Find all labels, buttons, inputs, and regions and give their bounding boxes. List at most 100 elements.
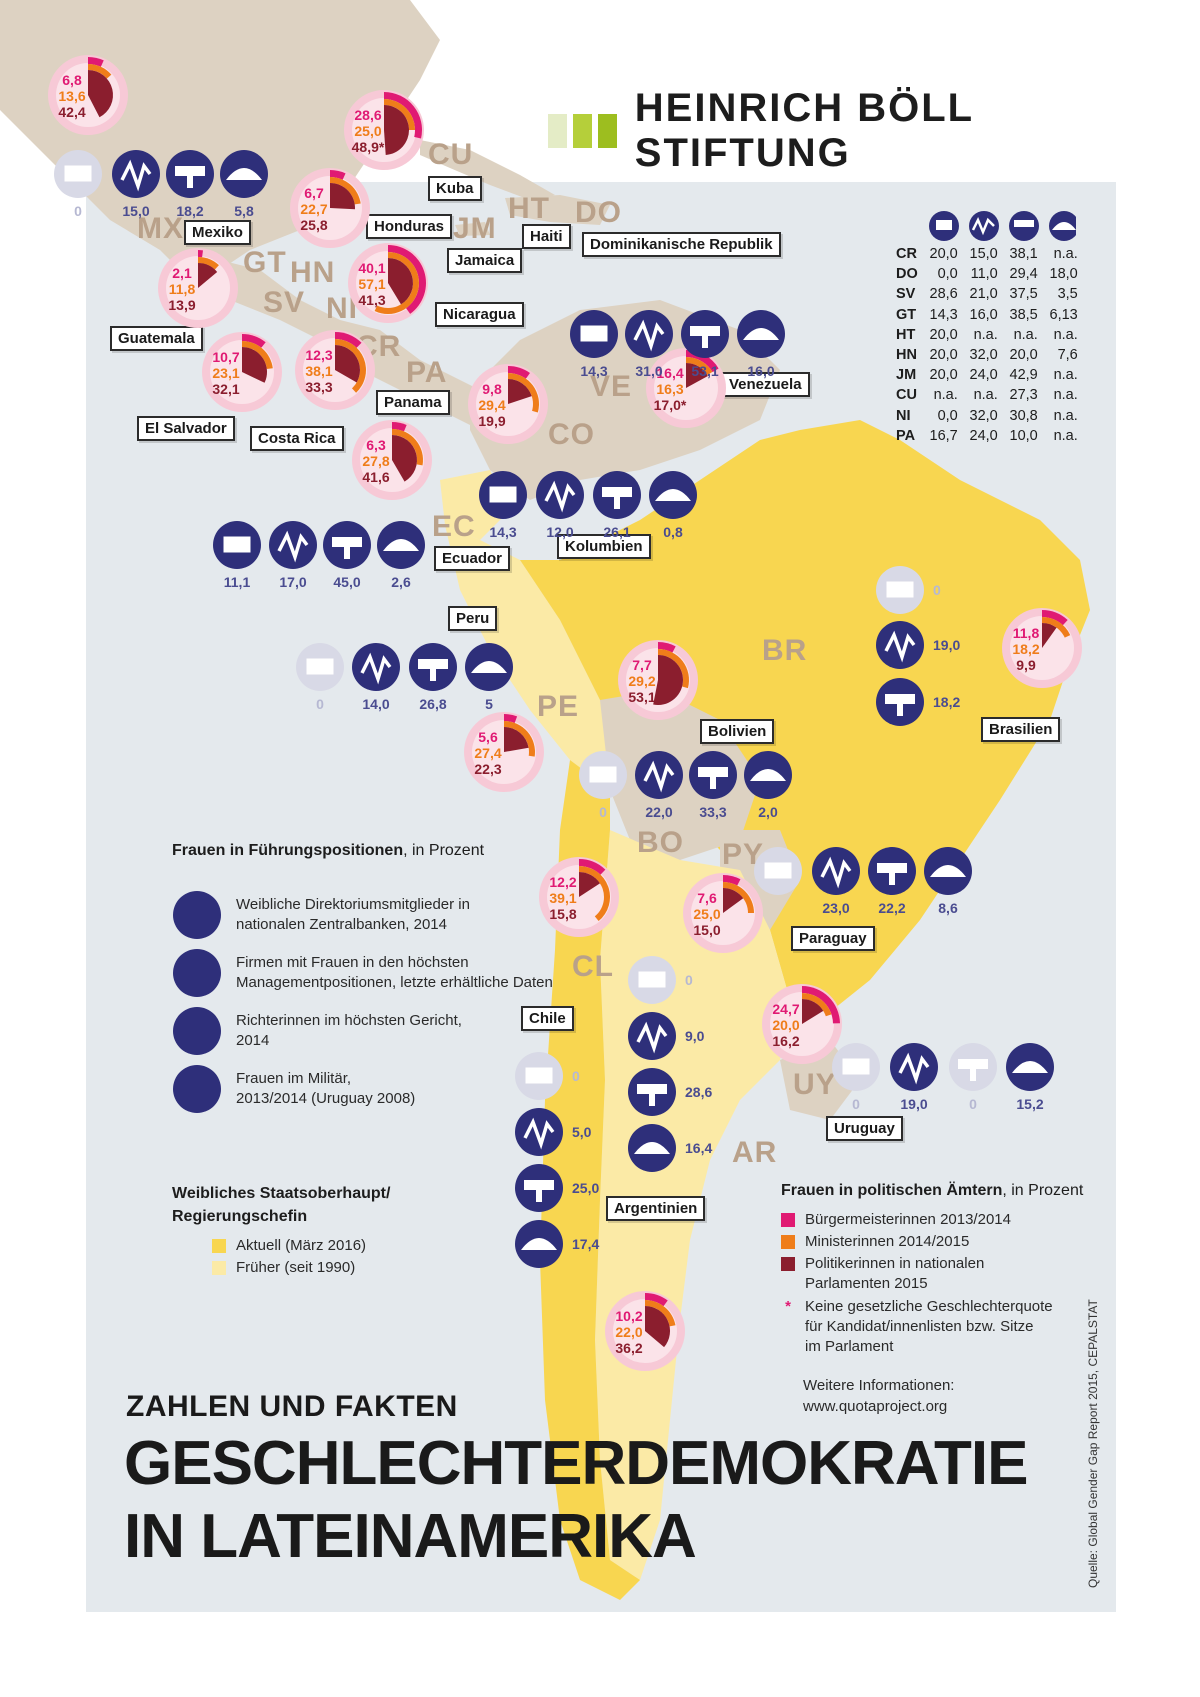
- stats-cell: 7,6: [1057, 347, 1078, 364]
- pie-mayors-label: 12,3: [305, 347, 332, 363]
- company-chart-icon: [173, 949, 221, 997]
- swatch-ministers: [781, 1235, 795, 1249]
- pie-parliament-label: 19,9: [478, 413, 505, 429]
- stats-cell: 27,3: [1009, 387, 1038, 404]
- icon-value-label: 53,1: [691, 363, 718, 379]
- icon-value-label: 0: [572, 1068, 580, 1084]
- pie-parliament-label: 36,2: [615, 1340, 642, 1356]
- icon-value-label: 0: [316, 696, 324, 712]
- bank-note-icon-shape: [305, 657, 335, 676]
- pie-parliament-slice: [579, 872, 600, 897]
- stats-cell: 20,0: [929, 367, 958, 384]
- gavel-icon-shape: [1014, 220, 1034, 227]
- pie-py: 7,625,015,0: [683, 873, 763, 953]
- icon-value-label: 18,2: [176, 203, 203, 219]
- legend-quota-note: * Keine gesetzliche Geschlechterquote für…: [785, 1298, 1053, 1355]
- bank-note-icon-shape: [588, 765, 618, 784]
- legend-leadership-text: Firmen mit Frauen in den höchsten Managem…: [236, 953, 553, 993]
- military-cap-icon-shape: [1012, 1061, 1048, 1073]
- bank-note-icon-shape: [524, 1066, 554, 1085]
- stats-country-code: CR: [896, 246, 917, 263]
- legend-ministers: Ministerinnen 2014/2015: [781, 1232, 969, 1252]
- legend-line: nationalen Zentralbanken, 2014: [236, 916, 447, 933]
- pie-ve: 16,416,317,0*: [646, 348, 726, 428]
- pie-parliament-slice: [384, 105, 409, 155]
- icon-value-label: 0,8: [663, 524, 683, 540]
- stats-cell: n.a.: [1053, 387, 1078, 404]
- icon-value-label: 28,6: [685, 1084, 712, 1100]
- legend-leadership-row: Frauen im Militär, 2013/2014 (Uruguay 200…: [172, 1064, 415, 1114]
- pie-parliament-slice: [242, 347, 267, 383]
- land-jamaica: [455, 222, 490, 236]
- gavel-icon-shape: [877, 863, 907, 873]
- icon-value-label: 14,0: [362, 696, 389, 712]
- pie-parliament-label: 22,3: [474, 761, 501, 777]
- stats-row: CR 20,0 15,0 38,1 n.a.: [896, 244, 1078, 264]
- icon-value-label: 19,0: [900, 1096, 927, 1112]
- code-do: DO: [575, 196, 622, 229]
- legend-line: Richterinnen im höchsten Gericht,: [236, 1012, 462, 1029]
- stats-country-code: SV: [896, 286, 916, 303]
- label-honduras: Honduras: [366, 214, 453, 239]
- land-chile: [540, 760, 640, 1600]
- pie-mayors-label: 11,8: [1013, 625, 1040, 641]
- code-pa: PA: [406, 356, 448, 389]
- stats-cell: 0,0: [937, 407, 958, 424]
- code-pe: PE: [537, 690, 580, 723]
- label-haiti: Haiti: [522, 224, 571, 249]
- code-mx: MX: [137, 212, 184, 245]
- pie-ministers-label: 38,1: [305, 363, 332, 379]
- legend-leadership-title: Frauen in Führungspositionen, in Prozent: [172, 842, 485, 859]
- pie-ministers-label: 16,3: [656, 381, 683, 397]
- pie-parliament-slice: [388, 258, 413, 305]
- pie-parliament-label: 32,1: [212, 381, 239, 397]
- kicker-title: ZAHLEN UND FAKTEN: [126, 1390, 458, 1423]
- code-hn: HN: [290, 256, 336, 289]
- code-sv: SV: [263, 286, 306, 319]
- gavel-icon-handle: [970, 1069, 976, 1081]
- icon-value-label: 26,8: [419, 696, 446, 712]
- pie-mayors-label: 9,8: [482, 381, 502, 397]
- pie-ministers-label: 29,4: [478, 397, 505, 413]
- military-cap-icon-shape: [930, 865, 966, 877]
- stats-cell: 20,0: [929, 326, 958, 343]
- legend-line: 2014: [236, 1032, 270, 1049]
- label-panama: Panama: [376, 390, 450, 415]
- icon-value-label: 0: [969, 1096, 977, 1112]
- stats-cell: 15,0: [969, 246, 998, 263]
- stats-table: CR 20,0 15,0 38,1 n.a. DO 0,0 11,0 29,4 18,0 SV 28,…: [896, 244, 1078, 446]
- gavel-icon-handle: [344, 547, 350, 559]
- bank-note-icon-shape: [763, 861, 793, 880]
- company-chart-icon-shape: [636, 1021, 668, 1054]
- icon-value-label: 19,0: [933, 637, 960, 653]
- code-gt: GT: [243, 246, 287, 279]
- company-chart-icon-shape: [971, 216, 995, 236]
- stats-cell: 20,0: [929, 347, 958, 364]
- bank-note-icon-shape: [885, 580, 915, 599]
- stats-country-code: JM: [896, 367, 917, 384]
- legend-leadership-text: Richterinnen im höchsten Gericht, 2014: [236, 1011, 462, 1051]
- icon-row-ve: 14,3 31,0 53,1 16,0: [570, 310, 785, 379]
- swatch-current: [212, 1239, 226, 1253]
- stats-row: DO 0,0 11,0 29,4 18,0: [896, 264, 1078, 284]
- pie-sv: 10,723,132,1: [202, 332, 282, 412]
- pie-parliament-slice: [392, 435, 417, 482]
- pie-parliament-slice: [723, 888, 744, 913]
- company-chart-icon: [112, 150, 160, 198]
- icon-value-label: 5,8: [234, 203, 254, 219]
- stats-cell: n.a.: [1053, 367, 1078, 384]
- gavel-icon-shape: [602, 487, 632, 497]
- icon-value-label: 0: [933, 582, 941, 598]
- pie-ministers-label: 27,8: [362, 453, 389, 469]
- company-chart-icon: [352, 643, 400, 691]
- stats-country-code: CU: [896, 387, 917, 404]
- military-cap-icon-shape: [655, 489, 691, 501]
- icon-value-label: 14,3: [580, 363, 607, 379]
- label-chile: Chile: [521, 1006, 574, 1031]
- logo-square-dark: [597, 114, 617, 148]
- legend-line: Managementpositionen, letzte erhältliche…: [236, 974, 553, 991]
- pie-br: 11,818,29,9: [1002, 608, 1082, 688]
- stats-cell: n.a.: [1053, 427, 1078, 444]
- military-cap-icon-shape: [521, 1238, 557, 1250]
